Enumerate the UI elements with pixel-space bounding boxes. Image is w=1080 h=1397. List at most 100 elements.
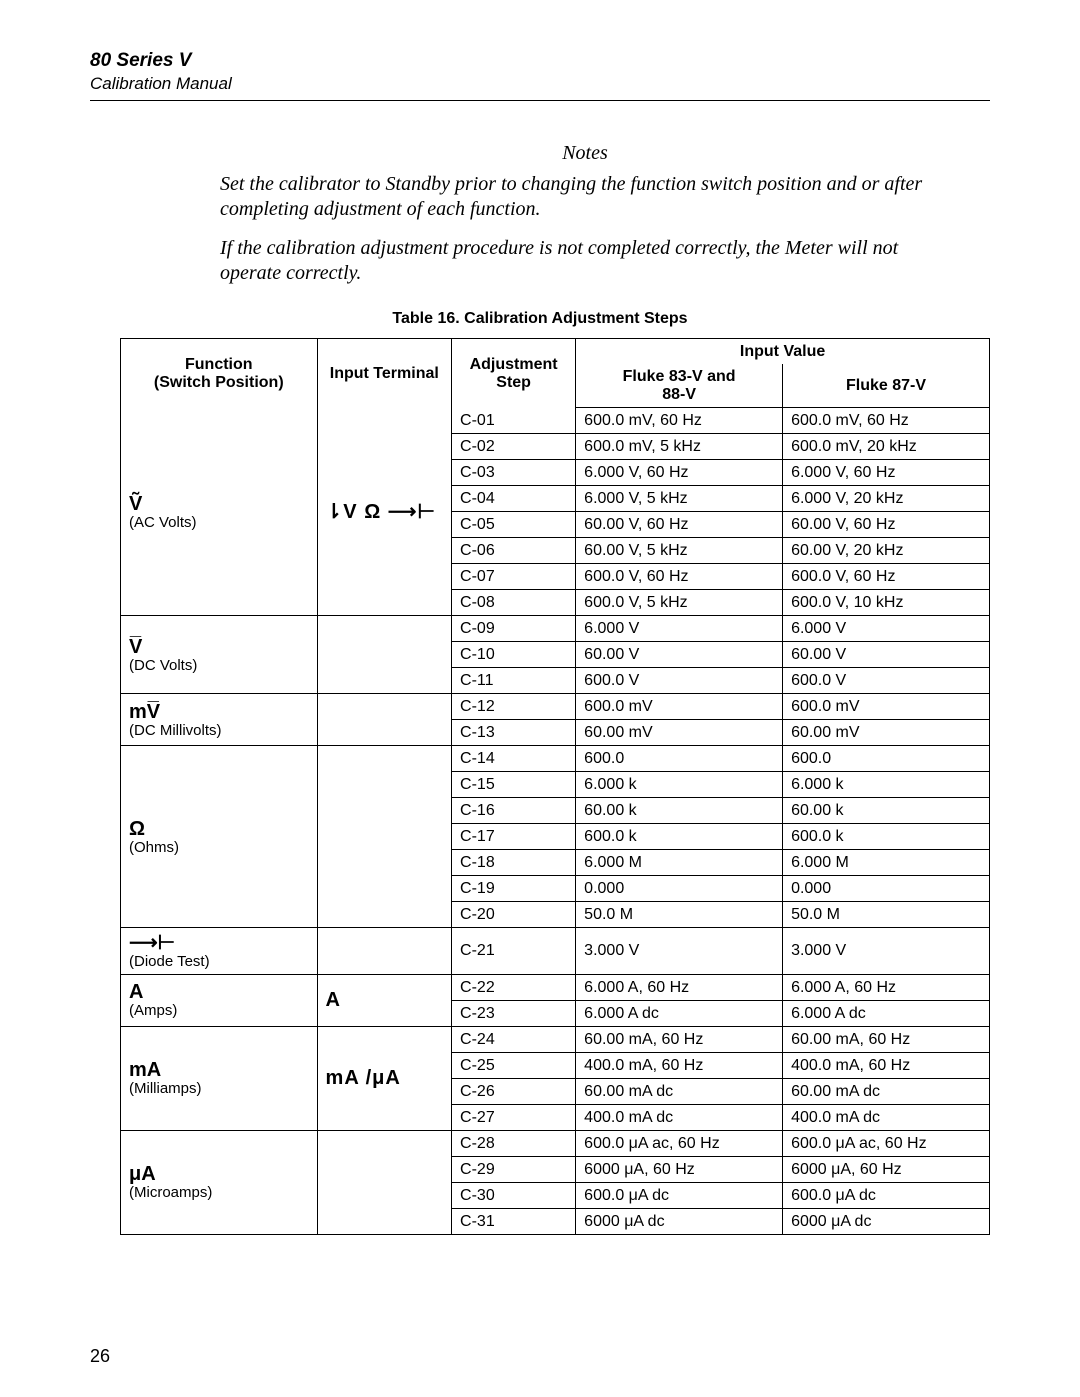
value-87v-cell: 3.000 V xyxy=(783,928,990,975)
value-87v-cell: 50.0 M xyxy=(783,902,990,928)
step-cell: C-02 xyxy=(452,434,576,460)
value-83v-cell: 60.00 mV xyxy=(576,720,783,746)
step-cell: C-07 xyxy=(452,564,576,590)
value-87v-cell: 600.0 xyxy=(783,746,990,772)
value-87v-cell: 600.0 μA dc xyxy=(783,1182,990,1208)
function-symbol-icon: Ω xyxy=(129,818,309,840)
value-87v-cell: 6000 μA dc xyxy=(783,1208,990,1234)
input-terminal-cell xyxy=(317,694,451,746)
table-row: V̅(DC Volts)C-096.000 V6.000 V xyxy=(121,616,990,642)
function-description: (Ohms) xyxy=(129,840,309,857)
value-83v-cell: 6.000 A dc xyxy=(576,1000,783,1026)
value-87v-cell: 6.000 V xyxy=(783,616,990,642)
step-cell: C-03 xyxy=(452,460,576,486)
value-87v-cell: 6.000 A dc xyxy=(783,1000,990,1026)
value-87v-cell: 60.00 mA, 60 Hz xyxy=(783,1026,990,1052)
col-header-inval-a-l2: 88-V xyxy=(662,386,696,403)
value-83v-cell: 600.0 xyxy=(576,746,783,772)
value-87v-cell: 600.0 k xyxy=(783,824,990,850)
step-cell: C-09 xyxy=(452,616,576,642)
value-87v-cell: 6.000 A, 60 Hz xyxy=(783,974,990,1000)
value-83v-cell: 6.000 k xyxy=(576,772,783,798)
step-cell: C-23 xyxy=(452,1000,576,1026)
value-83v-cell: 600.0 V, 5 kHz xyxy=(576,590,783,616)
value-87v-cell: 400.0 mA, 60 Hz xyxy=(783,1052,990,1078)
value-83v-cell: 600.0 V xyxy=(576,668,783,694)
table-row: Ω(Ohms)C-14600.0600.0 xyxy=(121,746,990,772)
col-header-terminal: Input Terminal xyxy=(317,339,451,408)
step-cell: C-29 xyxy=(452,1156,576,1182)
value-83v-cell: 600.0 mV xyxy=(576,694,783,720)
notes-paragraph-2: If the calibration adjustment procedure … xyxy=(220,236,950,286)
notes-paragraph-1: Set the calibrator to Standby prior to c… xyxy=(220,172,950,222)
function-symbol-icon: Ṽ xyxy=(129,493,309,515)
value-83v-cell: 600.0 V, 60 Hz xyxy=(576,564,783,590)
step-cell: C-15 xyxy=(452,772,576,798)
function-cell: A(Amps) xyxy=(121,974,318,1026)
value-83v-cell: 400.0 mA, 60 Hz xyxy=(576,1052,783,1078)
step-cell: C-05 xyxy=(452,512,576,538)
value-83v-cell: 600.0 k xyxy=(576,824,783,850)
value-87v-cell: 6000 μA, 60 Hz xyxy=(783,1156,990,1182)
table-caption: Table 16. Calibration Adjustment Steps xyxy=(90,310,990,328)
value-87v-cell: 600.0 μA ac, 60 Hz xyxy=(783,1130,990,1156)
value-87v-cell: 600.0 mV, 20 kHz xyxy=(783,434,990,460)
value-83v-cell: 6000 μA, 60 Hz xyxy=(576,1156,783,1182)
function-description: (Amps) xyxy=(129,1003,309,1020)
step-cell: C-28 xyxy=(452,1130,576,1156)
value-87v-cell: 400.0 mA dc xyxy=(783,1104,990,1130)
step-cell: C-12 xyxy=(452,694,576,720)
table-row: mA(Milliamps)mA /μAC-2460.00 mA, 60 Hz60… xyxy=(121,1026,990,1052)
value-83v-cell: 60.00 V, 60 Hz xyxy=(576,512,783,538)
step-cell: C-14 xyxy=(452,746,576,772)
terminal-symbol-icon: mA /μA xyxy=(326,1067,401,1089)
function-symbol-icon: V̅ xyxy=(129,636,309,658)
col-header-inval-a-l1: Fluke 83-V and xyxy=(623,368,736,385)
value-87v-cell: 60.00 V, 20 kHz xyxy=(783,538,990,564)
col-header-function: Function (Switch Position) xyxy=(121,339,318,408)
value-83v-cell: 6.000 V, 5 kHz xyxy=(576,486,783,512)
table-row: mV̅(DC Millivolts)C-12600.0 mV600.0 mV xyxy=(121,694,990,720)
value-87v-cell: 600.0 V, 60 Hz xyxy=(783,564,990,590)
function-symbol-icon: mV̅ xyxy=(129,701,309,723)
value-87v-cell: 600.0 V xyxy=(783,668,990,694)
input-terminal-cell xyxy=(317,746,451,928)
col-header-input-value: Input Value xyxy=(576,339,990,365)
col-header-inval-b: Fluke 87-V xyxy=(783,364,990,408)
function-description: (DC Millivolts) xyxy=(129,723,309,740)
value-83v-cell: 600.0 mV, 60 Hz xyxy=(576,408,783,434)
input-terminal-cell: A xyxy=(317,974,451,1026)
col-header-function-l1: Function xyxy=(185,356,253,373)
step-cell: C-08 xyxy=(452,590,576,616)
value-87v-cell: 60.00 k xyxy=(783,798,990,824)
terminal-symbol-icon: A xyxy=(326,989,341,1011)
value-87v-cell: 60.00 V, 60 Hz xyxy=(783,512,990,538)
step-cell: C-17 xyxy=(452,824,576,850)
step-cell: C-06 xyxy=(452,538,576,564)
step-cell: C-30 xyxy=(452,1182,576,1208)
value-87v-cell: 60.00 mA dc xyxy=(783,1078,990,1104)
function-cell: mV̅(DC Millivolts) xyxy=(121,694,318,746)
value-87v-cell: 6.000 k xyxy=(783,772,990,798)
input-terminal-cell xyxy=(317,928,451,975)
function-cell: mA(Milliamps) xyxy=(121,1026,318,1130)
step-cell: C-11 xyxy=(452,668,576,694)
notes-block: Notes Set the calibrator to Standby prio… xyxy=(220,141,950,286)
terminal-symbol-icon: ⇂V Ω ⟶⊢ xyxy=(326,501,436,523)
function-cell: Ṽ(AC Volts) xyxy=(121,408,318,616)
value-83v-cell: 60.00 V, 5 kHz xyxy=(576,538,783,564)
header-rule xyxy=(90,100,990,101)
table-body: Ṽ(AC Volts)⇂V Ω ⟶⊢C-01600.0 mV, 60 Hz600… xyxy=(121,408,990,1235)
value-83v-cell: 6.000 V, 60 Hz xyxy=(576,460,783,486)
col-header-step: Adjustment Step xyxy=(452,339,576,408)
value-83v-cell: 60.00 k xyxy=(576,798,783,824)
input-terminal-cell: mA /μA xyxy=(317,1026,451,1130)
function-cell: V̅(DC Volts) xyxy=(121,616,318,694)
step-cell: C-31 xyxy=(452,1208,576,1234)
value-83v-cell: 60.00 mA dc xyxy=(576,1078,783,1104)
value-83v-cell: 60.00 mA, 60 Hz xyxy=(576,1026,783,1052)
step-cell: C-18 xyxy=(452,850,576,876)
table-header: Function (Switch Position) Input Termina… xyxy=(121,339,990,408)
value-83v-cell: 600.0 μA ac, 60 Hz xyxy=(576,1130,783,1156)
col-header-inval-a: Fluke 83-V and 88-V xyxy=(576,364,783,408)
